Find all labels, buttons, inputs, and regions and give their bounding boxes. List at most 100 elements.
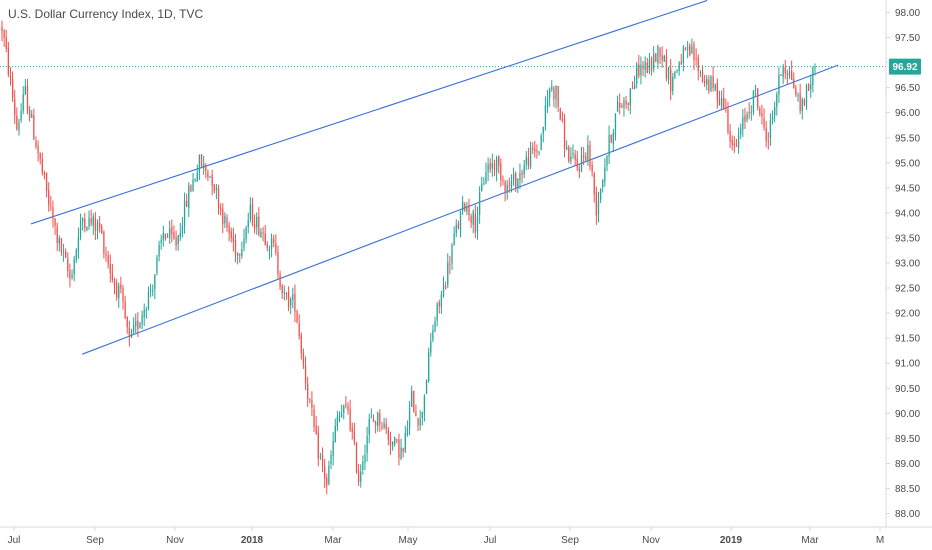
candle-body xyxy=(585,156,587,160)
candle-body xyxy=(315,425,317,435)
candle-body xyxy=(538,151,540,153)
candle-body xyxy=(345,403,347,406)
candle-body xyxy=(472,211,474,225)
candle-body xyxy=(657,46,659,64)
candle-body xyxy=(604,167,606,182)
candle-body xyxy=(491,163,494,169)
candle-body xyxy=(360,471,362,482)
candle-body xyxy=(540,135,542,151)
candle-body xyxy=(606,155,608,166)
candle-body xyxy=(347,405,349,411)
candle-body xyxy=(219,208,222,210)
candle-body xyxy=(139,323,141,328)
candle-body xyxy=(209,176,211,178)
candle-body xyxy=(536,150,538,152)
candle-body xyxy=(232,236,235,242)
candle-body xyxy=(489,162,491,170)
candle-body xyxy=(321,454,324,465)
candle-body xyxy=(154,274,156,290)
candle-body xyxy=(105,253,107,256)
candle-body xyxy=(759,108,761,114)
candle-body xyxy=(37,145,39,154)
candle-body xyxy=(623,99,625,108)
candle-body xyxy=(464,203,466,211)
candle-body xyxy=(200,154,203,167)
candle-body xyxy=(71,275,73,278)
candle-body xyxy=(213,184,215,192)
candle-body xyxy=(385,424,387,430)
candle-body xyxy=(495,157,498,172)
y-tick-label: 96.00 xyxy=(895,108,920,119)
y-tick-label: 90.00 xyxy=(895,409,920,420)
candle-body xyxy=(192,179,194,191)
candle-body xyxy=(648,59,651,72)
candle-body xyxy=(782,66,784,77)
candle-body xyxy=(810,84,812,90)
candle-body xyxy=(451,245,453,264)
candle-body xyxy=(591,164,593,173)
candle-body xyxy=(349,409,351,430)
chart-title: U.S. Dollar Currency Index, 1D, TVC xyxy=(8,7,204,21)
y-tick-label: 89.00 xyxy=(895,459,920,470)
candle-body xyxy=(447,262,449,285)
candle-body xyxy=(33,115,35,140)
candle-body xyxy=(239,254,241,256)
candle-body xyxy=(729,131,731,142)
x-tick-label: Nov xyxy=(642,535,660,546)
candle-body xyxy=(498,155,500,166)
candle-body xyxy=(26,85,29,111)
candle-body xyxy=(166,236,169,238)
candle-body xyxy=(135,321,137,327)
candle-body xyxy=(256,216,258,228)
y-tick-label: 88.00 xyxy=(895,509,920,520)
candle-body xyxy=(504,181,506,192)
candle-body xyxy=(780,74,782,76)
candle-body xyxy=(750,111,752,113)
candle-body xyxy=(396,439,398,441)
candle-body xyxy=(362,461,364,470)
candle-body xyxy=(563,119,566,149)
candle-body xyxy=(642,65,644,70)
candle-body xyxy=(612,132,615,145)
candle-body xyxy=(406,428,409,435)
candle-body xyxy=(430,341,432,353)
candle-body xyxy=(181,226,184,234)
candle-body xyxy=(58,237,60,244)
candle-body xyxy=(684,48,687,51)
y-tick-label: 92.50 xyxy=(895,284,920,295)
candle-body xyxy=(309,398,311,401)
candle-body xyxy=(801,99,803,112)
candle-body xyxy=(436,304,438,321)
candle-body xyxy=(304,365,307,383)
candle-body xyxy=(377,412,379,427)
candle-body xyxy=(1,26,3,32)
candle-body xyxy=(720,97,723,107)
candle-body xyxy=(555,85,557,100)
candle-body xyxy=(31,114,33,118)
candle-body xyxy=(602,179,604,188)
y-tick-label: 95.50 xyxy=(895,133,920,144)
candle-body xyxy=(90,218,92,224)
trendline-upper[interactable] xyxy=(30,0,708,225)
candle-body xyxy=(799,93,801,111)
candle-body xyxy=(582,155,585,157)
candle-body xyxy=(442,284,445,296)
trendline-lower[interactable] xyxy=(82,64,839,355)
candle-body xyxy=(307,383,309,399)
candle-body xyxy=(746,113,748,121)
candle-body xyxy=(67,258,69,271)
candle-body xyxy=(546,98,549,108)
candle-body xyxy=(394,437,396,444)
candle-body xyxy=(627,103,629,106)
candle-body xyxy=(147,292,150,310)
y-tick-label: 97.50 xyxy=(895,33,920,44)
candle-body xyxy=(457,223,460,228)
y-tick-label: 93.50 xyxy=(895,233,920,244)
x-tick-label: 2018 xyxy=(241,535,264,546)
candle-body xyxy=(476,216,479,232)
x-tick-label: Jul xyxy=(484,535,497,546)
candle-body xyxy=(593,173,595,194)
candle-body xyxy=(270,237,273,249)
